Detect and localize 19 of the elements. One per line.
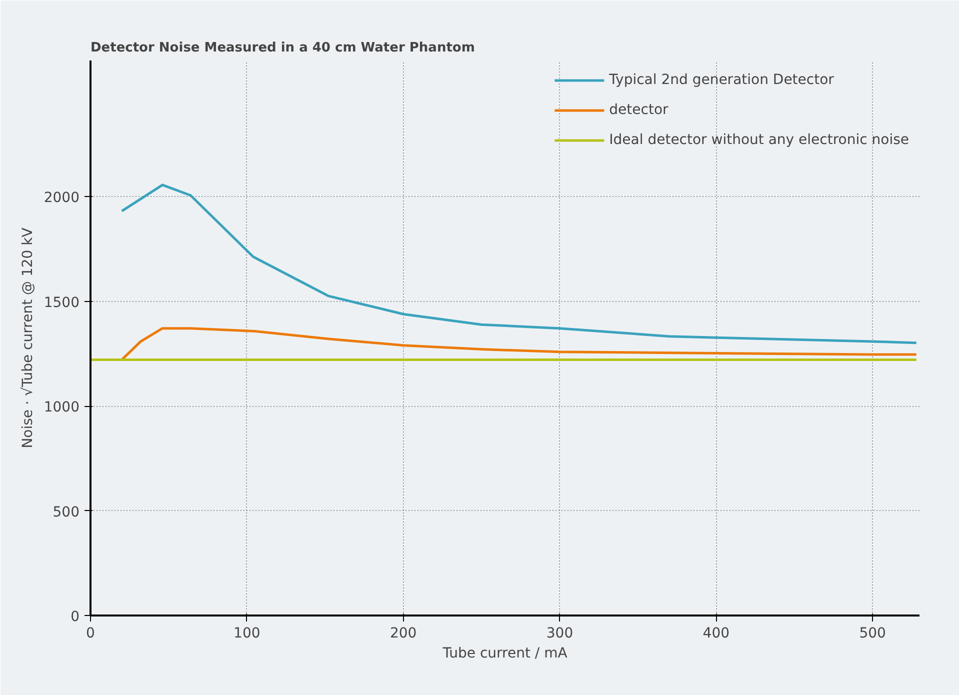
y-tick-label: 500	[52, 504, 80, 520]
y-tick-label: 2000	[44, 190, 80, 206]
y-tick-label: 1500	[44, 294, 80, 311]
legend-label: Ideal detector without any electronic noise	[609, 132, 909, 148]
line-series	[120, 184, 918, 344]
y-axis-title: Noise · √Tube current @ 120 kV	[20, 227, 36, 448]
line-series	[120, 327, 918, 362]
x-tick-label: 300	[546, 626, 574, 642]
x-axis-title: Tube current / mA	[442, 646, 568, 662]
y-tick-label: 0	[70, 609, 80, 625]
x-tick-label: 0	[86, 626, 95, 642]
x-tick-label: 200	[390, 626, 417, 642]
x-tick-label: 500	[859, 626, 886, 642]
y-tick-label: 1000	[44, 400, 80, 416]
legend-label: Typical 2nd generation Detector	[609, 72, 834, 88]
legend-label: detector	[609, 102, 670, 118]
x-tick-label: 100	[234, 626, 260, 642]
chart-title: Detector Noise Measured in a 40 cm Water Phantom	[90, 40, 475, 56]
x-tick-label: 400	[702, 626, 730, 642]
